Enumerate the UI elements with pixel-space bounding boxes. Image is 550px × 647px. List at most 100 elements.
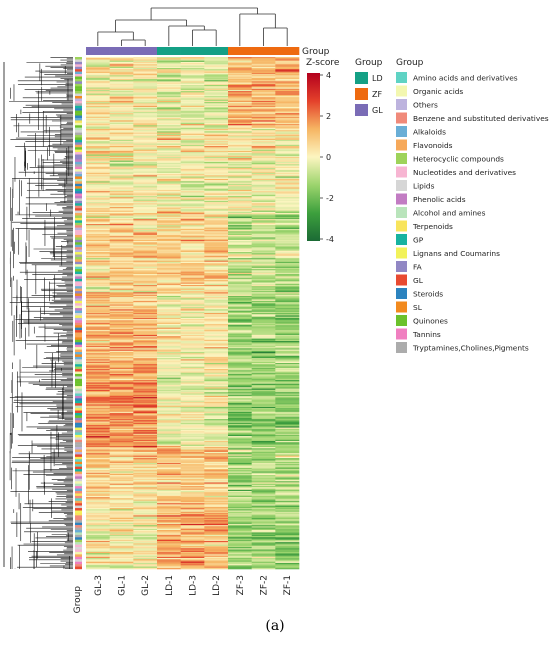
heatmap-cell xyxy=(157,102,181,104)
heatmap-cell xyxy=(275,244,300,247)
heatmap-cell xyxy=(109,337,134,339)
heatmap-cell xyxy=(275,426,300,428)
heatmap-cell xyxy=(204,432,229,434)
heatmap-cell xyxy=(275,375,300,377)
heatmap-cell xyxy=(109,412,134,415)
heatmap-cell xyxy=(157,294,181,297)
heatmap-cell xyxy=(251,69,276,71)
heatmap-cell xyxy=(228,177,252,180)
heatmap-cell xyxy=(180,536,205,538)
heatmap-cell xyxy=(157,175,181,177)
heatmap-cell xyxy=(228,431,252,433)
heatmap-cell xyxy=(251,497,276,499)
heatmap-cell xyxy=(109,544,134,547)
heatmap-cell xyxy=(86,284,110,287)
heatmap-cell xyxy=(180,258,205,260)
heatmap-cell xyxy=(204,384,229,387)
heatmap-cell xyxy=(86,286,110,288)
heatmap-cell xyxy=(133,486,158,488)
heatmap-cell xyxy=(204,547,229,549)
heatmap-cell xyxy=(275,369,300,371)
heatmap-cell xyxy=(228,523,252,526)
heatmap-cell xyxy=(228,358,252,360)
heatmap-cell xyxy=(157,291,181,293)
heatmap-cell xyxy=(109,166,134,169)
row-class-annotation xyxy=(75,115,82,119)
heatmap-cell xyxy=(133,224,158,226)
heatmap-cell xyxy=(204,71,229,74)
heatmap-cell xyxy=(204,298,229,300)
heatmap-cell xyxy=(180,171,205,174)
heatmap-cell xyxy=(157,387,181,389)
heatmap-cell xyxy=(109,277,134,280)
heatmap-cell xyxy=(204,149,229,152)
heatmap-cell xyxy=(86,550,110,553)
heatmap-cell xyxy=(86,386,110,388)
heatmap-cell xyxy=(228,433,252,436)
heatmap-cell xyxy=(251,559,276,561)
heatmap-cell xyxy=(228,317,252,320)
heatmap-cell xyxy=(180,191,205,193)
heatmap-cell xyxy=(275,389,300,392)
heatmap-cell xyxy=(275,522,300,525)
heatmap-cell xyxy=(109,395,134,398)
heatmap-cell xyxy=(275,210,300,213)
heatmap-cell xyxy=(157,449,181,452)
heatmap-cell xyxy=(251,270,276,272)
heatmap-cell xyxy=(251,239,276,242)
heatmap-cell xyxy=(180,486,205,488)
heatmap-cell xyxy=(204,293,229,296)
heatmap-cell xyxy=(228,233,252,236)
heatmap-cell xyxy=(251,64,276,66)
heatmap-cell xyxy=(251,562,276,565)
heatmap-cell xyxy=(180,339,205,342)
heatmap-cell xyxy=(180,275,205,277)
heatmap-cell xyxy=(228,428,252,431)
heatmap-cell xyxy=(228,194,252,197)
heatmap-cell xyxy=(157,400,181,403)
heatmap-cell xyxy=(157,57,181,59)
heatmap-cell xyxy=(86,125,110,127)
heatmap-cell xyxy=(251,422,276,425)
heatmap-cell xyxy=(275,477,300,480)
heatmap-cell xyxy=(251,539,276,542)
heatmap-cell xyxy=(133,321,158,324)
heatmap-cell xyxy=(157,426,181,428)
heatmap-cell xyxy=(157,136,181,138)
sample-group-swatch xyxy=(355,104,368,116)
heatmap-cell xyxy=(275,228,300,231)
heatmap-cell xyxy=(251,61,276,64)
heatmap-cell xyxy=(133,523,158,526)
heatmap-cell xyxy=(133,539,158,542)
heatmap-cell xyxy=(251,456,276,459)
heatmap-cell xyxy=(109,297,134,299)
heatmap-cell xyxy=(180,234,205,237)
heatmap-cell xyxy=(251,164,276,166)
heatmap-cell xyxy=(133,434,158,437)
heatmap-cell xyxy=(157,81,181,83)
column-group-cell xyxy=(275,47,300,55)
heatmap-cell xyxy=(204,217,229,220)
heatmap-cell xyxy=(86,394,110,397)
heatmap-cell xyxy=(228,528,252,531)
heatmap-cell xyxy=(275,494,300,497)
heatmap-cell xyxy=(251,133,276,136)
heatmap-cell xyxy=(86,423,110,426)
heatmap-cell xyxy=(157,132,181,135)
heatmap-cell xyxy=(180,172,205,175)
heatmap-cell xyxy=(109,376,134,378)
heatmap-cell xyxy=(86,83,110,86)
heatmap-cell xyxy=(204,498,229,500)
heatmap-cell xyxy=(180,77,205,80)
heatmap-cell xyxy=(157,403,181,405)
heatmap-cell xyxy=(133,237,158,239)
heatmap-cell xyxy=(109,354,134,356)
row-class-annotation xyxy=(75,391,82,394)
heatmap-cell xyxy=(86,317,110,320)
heatmap-cell xyxy=(251,211,276,214)
heatmap-cell xyxy=(157,103,181,105)
heatmap-cell xyxy=(204,394,229,397)
heatmap-cell xyxy=(133,109,158,111)
heatmap-cell xyxy=(133,197,158,199)
heatmap-cell xyxy=(251,436,276,438)
